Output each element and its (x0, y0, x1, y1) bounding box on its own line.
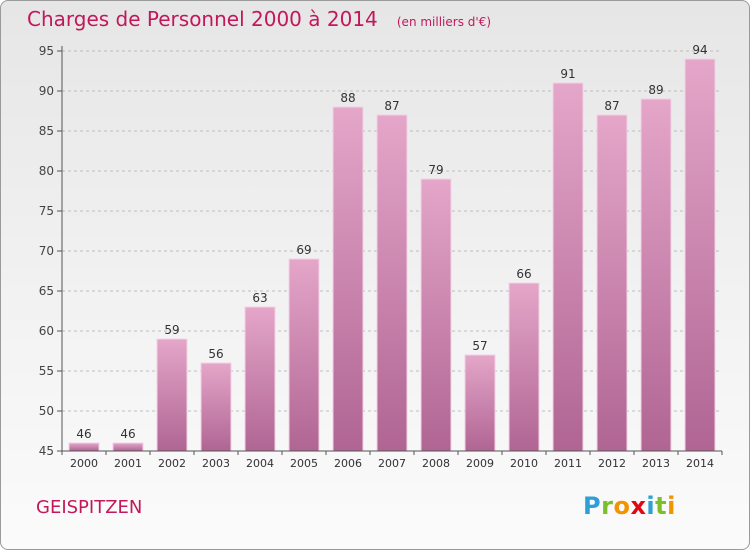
chart-title: Charges de Personnel 2000 à 2014 (27, 7, 378, 31)
bar-2008 (420, 178, 452, 452)
data-label: 94 (692, 43, 707, 57)
bar-2002 (156, 338, 188, 452)
data-label: 89 (648, 83, 663, 97)
bar-2007 (376, 114, 408, 452)
bar-2014 (684, 58, 716, 452)
y-tick-label: 75 (39, 204, 54, 218)
data-label: 59 (164, 323, 179, 337)
x-tick-label: 2011 (554, 457, 582, 470)
data-label: 66 (516, 267, 531, 281)
axes: 45 50 55 60 65 70 75 80 85 90 95 2000 2001 2002 2003 20… (39, 44, 723, 470)
bar-2000 (68, 442, 100, 452)
bars (68, 58, 716, 452)
x-tick-label: 2005 (290, 457, 318, 470)
x-tick-label: 2006 (334, 457, 362, 470)
data-label: 88 (340, 91, 355, 105)
y-tick-label: 55 (39, 364, 54, 378)
x-tick-label: 2001 (114, 457, 142, 470)
commune-name: GEISPITZEN (36, 497, 143, 518)
proxiti-logo: Proxiti (583, 492, 676, 520)
y-tick-label: 50 (39, 404, 54, 418)
x-tick-label: 2013 (642, 457, 670, 470)
bar-2006 (332, 106, 364, 452)
bar-2010 (508, 282, 540, 452)
y-tick-label: 45 (39, 444, 54, 458)
data-label: 79 (428, 163, 443, 177)
y-tick-label: 70 (39, 244, 54, 258)
logo-letter: i (667, 492, 676, 520)
y-tick-label: 80 (39, 164, 54, 178)
data-label: 63 (252, 291, 267, 305)
bar-2003 (200, 362, 232, 452)
title-row: Charges de Personnel 2000 à 2014 (en mil… (27, 7, 491, 31)
data-label: 87 (384, 99, 399, 113)
y-tick-label: 90 (39, 84, 54, 98)
data-label: 87 (604, 99, 619, 113)
x-tick-label: 2007 (378, 457, 406, 470)
logo-letter: r (601, 492, 614, 520)
x-tick-label: 2014 (686, 457, 714, 470)
bar-2004 (244, 306, 276, 452)
data-label: 69 (296, 243, 311, 257)
x-tick-label: 2010 (510, 457, 538, 470)
logo-letter: x (630, 492, 647, 520)
y-tick-label: 65 (39, 284, 54, 298)
bar-2012 (596, 114, 628, 452)
logo-letter: t (655, 492, 668, 520)
y-tick-label: 60 (39, 324, 54, 338)
bar-2009 (464, 354, 496, 452)
y-tick-label: 85 (39, 124, 54, 138)
x-tick-label: 2004 (246, 457, 274, 470)
bar-2011 (552, 82, 584, 452)
bar-2001 (112, 442, 144, 452)
data-label: 91 (560, 67, 575, 81)
x-tick-label: 2009 (466, 457, 494, 470)
logo-letter: o (613, 492, 631, 520)
data-label: 57 (472, 339, 487, 353)
chart-subtitle: (en milliers d'€) (396, 15, 491, 29)
y-tick-label: 95 (39, 44, 54, 58)
x-tick-label: 2008 (422, 457, 450, 470)
x-tick-label: 2000 (70, 457, 98, 470)
data-label: 46 (76, 427, 91, 441)
logo-letter: i (646, 492, 656, 520)
data-label: 46 (120, 427, 135, 441)
logo-letter: P (583, 492, 602, 520)
bar-2013 (640, 98, 672, 452)
x-tick-label: 2012 (598, 457, 626, 470)
data-labels: 46 46 59 56 63 69 88 87 79 57 66 91 87 89 94 (76, 43, 707, 441)
bar-2005 (288, 258, 320, 452)
x-tick-label: 2002 (158, 457, 186, 470)
data-label: 56 (208, 347, 223, 361)
x-tick-label: 2003 (202, 457, 230, 470)
